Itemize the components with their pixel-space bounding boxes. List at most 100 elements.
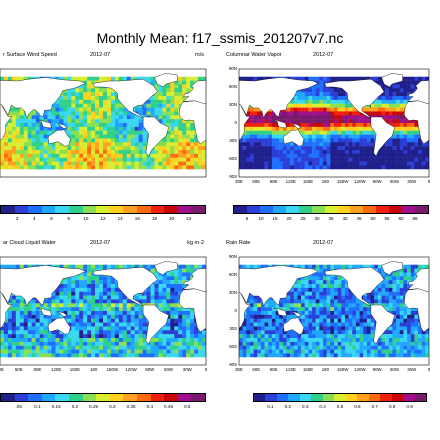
map-cell [194,157,199,162]
map-cell [71,161,76,166]
map-cell [186,123,191,128]
map-cell [279,318,284,323]
map-cell [95,345,100,350]
map-cell [341,107,346,112]
map-cell [174,126,179,131]
map-cell [126,153,131,158]
map-cell [308,169,313,174]
map-cell [323,165,327,170]
map-cell [293,169,298,174]
map-cell [23,150,28,155]
map-cell [392,88,397,93]
map-cell [282,303,287,308]
map-cell [268,130,273,135]
map-cell [202,142,207,147]
map-cell [301,153,305,158]
map-cell [114,353,120,358]
map-cell [79,334,84,339]
map-cell [118,295,124,300]
map-cell [75,150,80,155]
map-cell [103,103,108,108]
map-cell [106,318,112,323]
map-cell [91,142,96,147]
map-cell [286,165,291,170]
map-cell [114,326,120,331]
map-cell [312,169,316,174]
map-cell [0,157,5,162]
map-cell [35,123,40,128]
map-cell [103,291,108,296]
map-cell [122,361,127,366]
map-cell [91,96,96,101]
map-cell [47,303,52,308]
map-cell [170,353,175,358]
map-cell [99,345,104,350]
map-cell [178,311,183,316]
map-cell [162,338,167,343]
map-cell [95,338,100,343]
map-cell [190,157,195,162]
map-cell [63,111,68,116]
map-cell [407,142,411,147]
map-cell [194,334,199,339]
map-cell [407,146,411,151]
map-cell [47,150,52,155]
map-cell [366,169,371,174]
map-cell [246,146,251,151]
map-cell [352,157,357,162]
map-cell [319,69,324,74]
map-cell [39,115,44,120]
map-cell [122,330,127,335]
map-cell [271,349,276,354]
map-cell [257,334,262,339]
map-cell [170,103,175,108]
map-cell [388,119,393,124]
map-cell [178,138,183,143]
map-cell [396,99,400,104]
map-cell [312,103,316,108]
map-cell [150,357,155,362]
map-cell [106,349,112,354]
map-cell [279,146,284,151]
map-cell [87,338,92,343]
map-cell [162,287,167,292]
map-cell [178,150,183,155]
map-cell [118,153,124,158]
panel-date: 2012-07 [313,240,334,246]
map-cell [337,69,342,74]
map-cell [146,69,151,74]
map-cell [35,345,40,350]
map-cell [257,260,262,265]
map-cell [99,357,104,362]
map-cell [249,330,254,335]
map-cell [352,126,357,131]
map-cell [63,69,68,74]
map-cell [146,345,151,350]
map-cell [35,260,40,265]
map-cell [418,142,422,147]
map-cell [87,307,92,312]
map-cell [43,72,48,77]
map-cell [39,146,44,151]
map-cell [242,146,247,151]
map-cell [293,280,298,285]
map-cell [55,173,60,178]
map-cell [271,353,276,358]
map-cell [118,349,124,354]
map-cell [11,341,17,346]
map-cell [71,353,76,358]
map-cell [359,126,364,131]
map-cell [67,357,72,362]
map-cell [370,173,375,178]
map-cell [31,303,36,308]
map-cell [162,276,167,281]
map-cell [410,150,415,155]
map-cell [352,134,357,139]
map-cell [71,303,76,308]
map-cell [264,157,269,162]
map-cell [3,260,9,265]
map-cell [154,115,159,120]
map-cell [399,134,404,139]
map-cell [91,357,96,362]
map-cell [186,157,191,162]
